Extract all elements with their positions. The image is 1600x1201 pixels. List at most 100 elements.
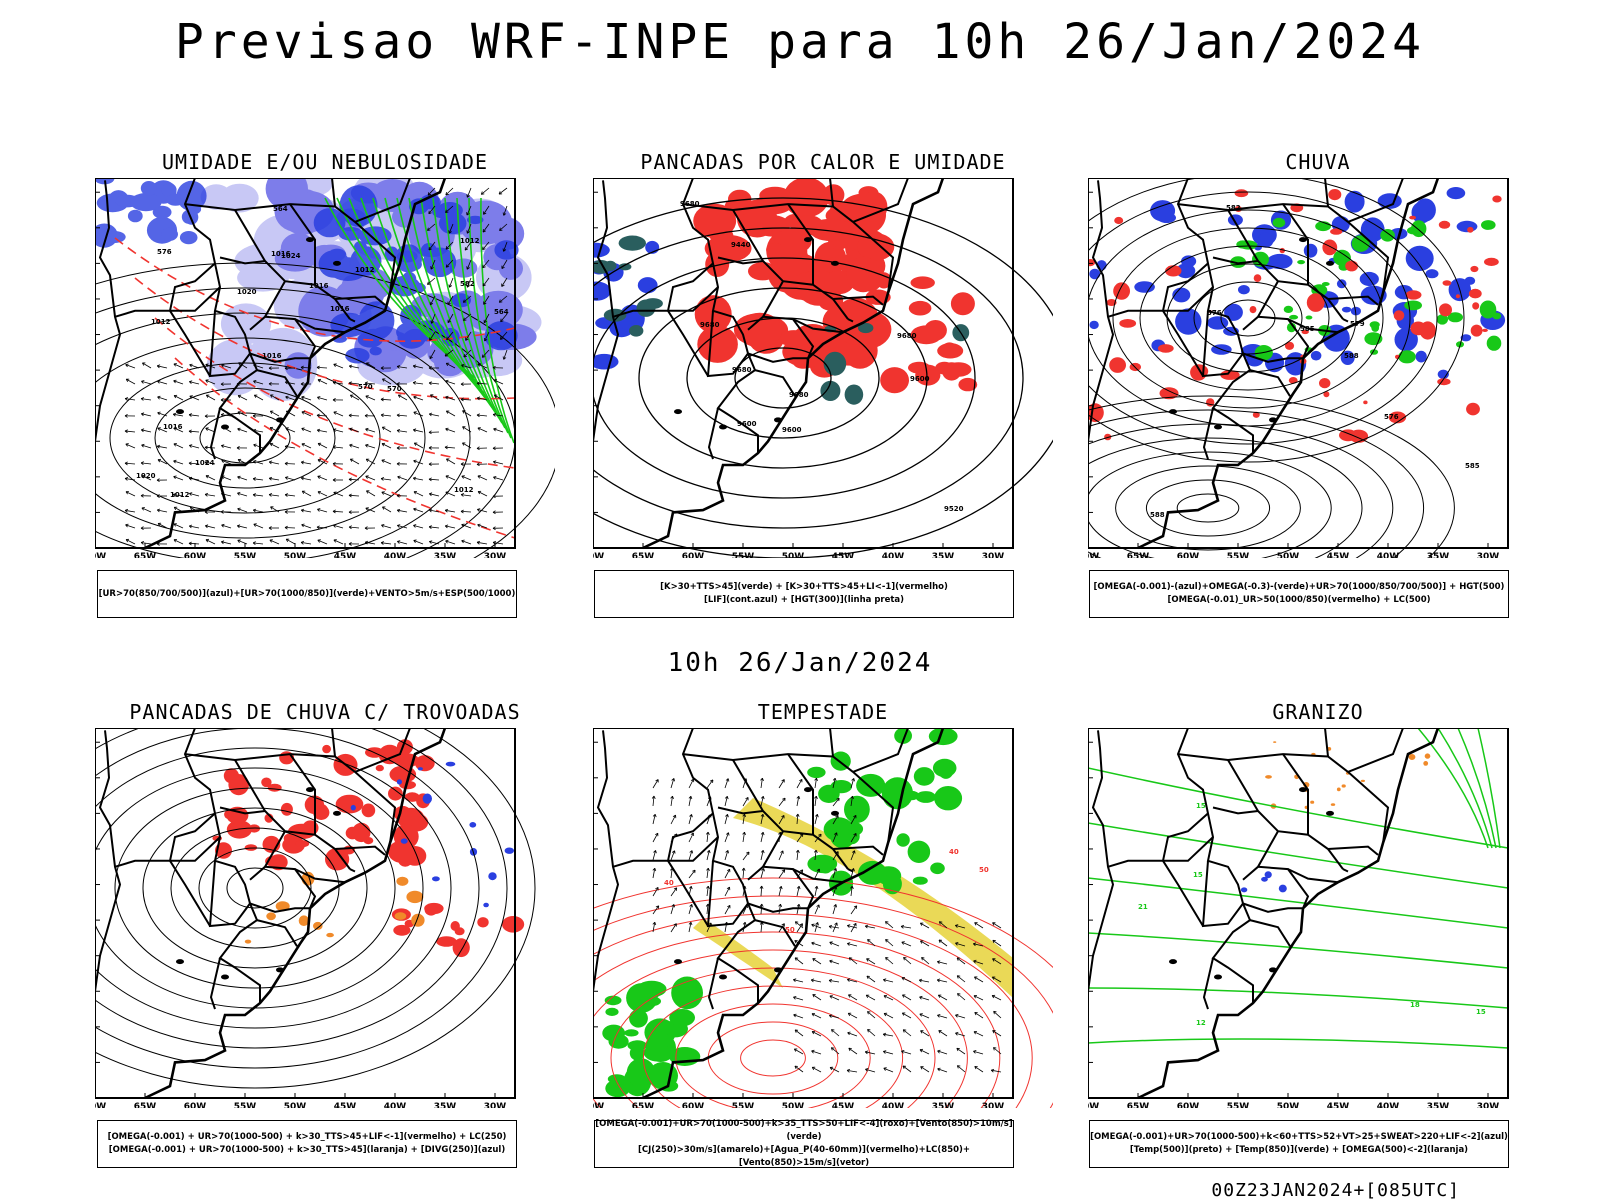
lon-tick-label: 40W [1377, 552, 1400, 558]
contour-label: 1012 [151, 318, 171, 326]
lake [176, 959, 184, 964]
divg-blue [469, 822, 476, 828]
lon-tick-label: 50W [782, 552, 805, 558]
omega-red [1471, 325, 1483, 337]
contour-label: 570 [358, 383, 373, 391]
omega-red [1409, 216, 1416, 220]
wind850-green [896, 833, 909, 847]
wind850-green [844, 829, 860, 844]
legend-line: [LIF](cont.azul) + [HGT(300)](linha pret… [595, 594, 1013, 607]
legend-line: [Temp(500)](preto) + [Temp(850)](verde) … [1090, 1144, 1508, 1157]
lon-tick-label: 55W [234, 552, 257, 558]
panel-title: GRANIZO [1088, 700, 1548, 724]
omega-red [1109, 357, 1126, 373]
omega-red [1250, 306, 1257, 313]
omega-red [1467, 227, 1473, 233]
wind850-green [807, 767, 825, 778]
lon-tick-label: 30W [982, 552, 1005, 558]
lon-tick-label: 50W [284, 552, 307, 558]
omega-red [1119, 319, 1136, 328]
omega-red [1484, 258, 1499, 266]
lon-tick-label: 35W [434, 552, 457, 558]
contour-label: 9600 [910, 375, 930, 383]
lake [221, 425, 229, 430]
rh-mid [480, 225, 508, 244]
lon-tick-label: 65W [134, 1102, 157, 1108]
wind850-green [624, 1029, 638, 1036]
omega-red [1406, 290, 1422, 299]
omega-blue [1342, 307, 1351, 313]
wind-vector [285, 528, 295, 529]
storm-red [224, 810, 233, 819]
omega-red [1482, 329, 1488, 332]
lon-tick-label: 70W [593, 552, 604, 558]
lon-tick-label: 30W [484, 1102, 507, 1108]
omega500-orange [1273, 741, 1276, 743]
legend-line: [CJ(250)>30m/s](amarelo)+[Agua_P(40-60mm… [595, 1144, 1013, 1170]
contour-label: 1024 [281, 252, 301, 260]
hail-blue [1279, 885, 1287, 893]
lake [804, 787, 812, 792]
omega500-orange [1423, 761, 1428, 766]
lon-tick-label: 65W [632, 552, 655, 558]
mid-title: 10h 26/Jan/2024 [0, 648, 1600, 678]
lake [804, 237, 812, 242]
lon-tick-label: 70W [1088, 1102, 1099, 1108]
lon-tick-label: 40W [882, 552, 905, 558]
lon-tick-label: 55W [732, 1102, 755, 1108]
contour-label: 50 [979, 866, 989, 874]
lake [1169, 959, 1177, 964]
omega-red [1345, 261, 1358, 272]
storm-orange [326, 933, 334, 937]
storm-red [226, 775, 235, 779]
instability-green [619, 236, 646, 251]
instability-red [759, 187, 790, 205]
omega500-orange [1342, 784, 1346, 787]
storm-red [268, 784, 282, 792]
divg-blue [483, 903, 489, 908]
map-pancadas-calor: 9680968096809600952094409600968096009680… [593, 178, 1053, 558]
storm-red [388, 787, 403, 801]
divg-blue [418, 767, 423, 770]
omega-blue [1406, 246, 1434, 271]
omega-green [1289, 315, 1298, 320]
instability-red [880, 367, 909, 393]
divg-blue [432, 876, 440, 881]
omega500-orange [1361, 780, 1365, 782]
lon-tick-label: 60W [682, 552, 705, 558]
storm-orange [406, 891, 423, 903]
contour-label: 9680 [897, 332, 917, 340]
storm-orange [411, 914, 424, 927]
wind850-green [938, 763, 953, 779]
storm-red [322, 745, 331, 753]
lake [1326, 811, 1334, 816]
lon-tick-label: 50W [782, 1102, 805, 1108]
lake [1214, 975, 1222, 980]
lon-tick-label: 45W [334, 1102, 357, 1108]
instability-red [951, 292, 975, 315]
legend-tempestade: [OMEGA(-0.001)+UR>70(1000-500)+k>35_TTS>… [594, 1120, 1014, 1168]
lake [831, 811, 839, 816]
contour-label: 9600 [782, 426, 802, 434]
hail-blue [1241, 887, 1247, 892]
lon-tick-label: 65W [1127, 552, 1150, 558]
contour-label: 582 [460, 280, 475, 288]
rh-west [130, 193, 161, 211]
omega-blue [1412, 202, 1432, 224]
storm-red [362, 804, 376, 818]
contour-label: 15 [1196, 802, 1206, 810]
divg-blue [488, 872, 496, 880]
omega-red [1439, 221, 1450, 229]
contour-label: 15 [1476, 1008, 1486, 1016]
omega-red [1363, 401, 1367, 405]
legend-line: [OMEGA(-0.001) + UR>70(1000-500) + k>30_… [98, 1131, 516, 1144]
lon-tick-label: 40W [1377, 1102, 1400, 1108]
lake [333, 261, 341, 266]
omega-red [1492, 196, 1501, 203]
omega-green [1492, 313, 1501, 320]
instability-red [778, 330, 809, 346]
panel-title: CHUVA [1088, 150, 1548, 174]
contour-label: 18 [1410, 1001, 1420, 1009]
lon-tick-label: 60W [1177, 1102, 1200, 1108]
lon-tick-label: 45W [1327, 1102, 1350, 1108]
